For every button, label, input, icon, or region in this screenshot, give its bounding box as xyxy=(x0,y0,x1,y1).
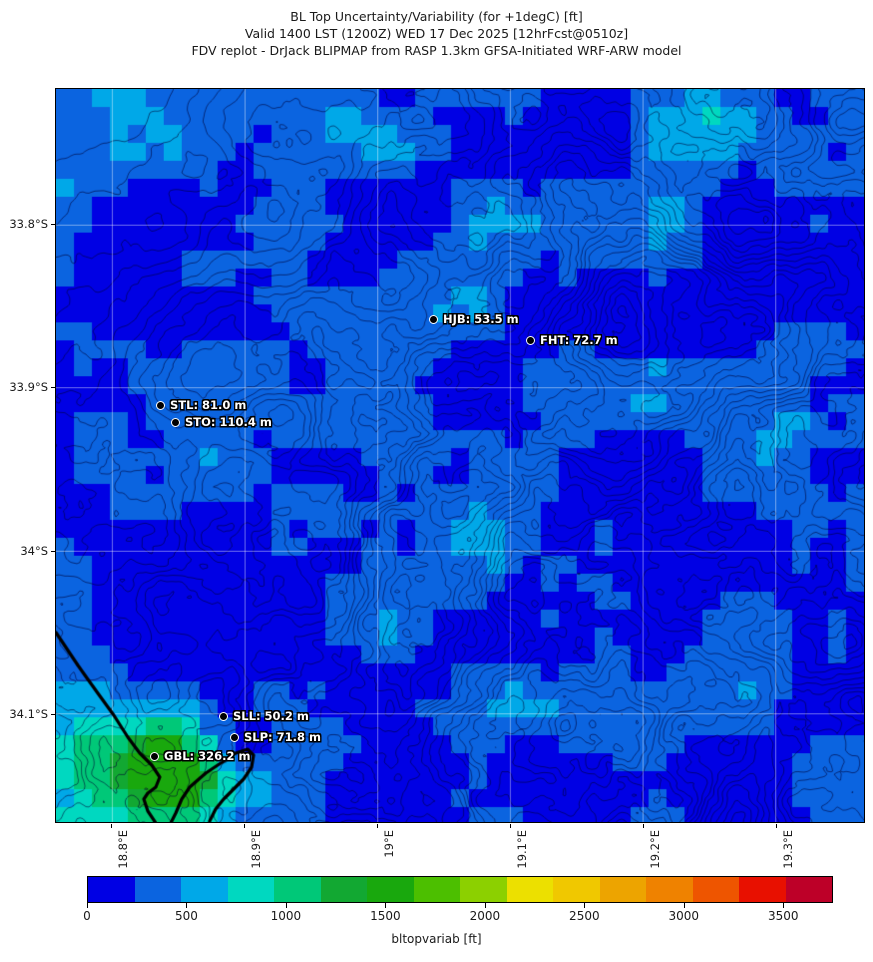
colorbar[interactable] xyxy=(87,876,833,903)
colorbar-title: bltopvariab [ft] xyxy=(391,932,482,946)
colorbar-band-2 xyxy=(181,877,228,902)
x-tick-label: 18.8°E xyxy=(115,830,130,869)
colorbar-tick xyxy=(186,903,188,908)
y-tick-label: 33.8°S xyxy=(9,217,48,232)
colorbar-tick-label: 3500 xyxy=(767,909,799,923)
x-tick xyxy=(243,824,245,828)
colorbar-bands xyxy=(87,876,833,903)
x-tick-label: 19.3°E xyxy=(781,830,796,869)
colorbar-tick-label: 3000 xyxy=(668,909,700,923)
x-tick-label: 18.9°E xyxy=(248,830,263,869)
x-tick xyxy=(376,824,378,828)
colorbar-band-9 xyxy=(506,877,553,902)
y-tick-label: 34.1°S xyxy=(9,707,48,722)
x-tick-label: 19°E xyxy=(381,830,396,858)
colorbar-band-6 xyxy=(367,877,414,902)
station-marker-sll[interactable]: SLL: 50.2 m xyxy=(219,709,309,723)
colorbar-tick xyxy=(484,903,486,908)
station-marker-fht[interactable]: FHT: 72.7 m xyxy=(526,333,618,347)
x-tick xyxy=(110,824,112,828)
x-tick-label: 19.2°E xyxy=(648,830,663,869)
colorbar-band-4 xyxy=(274,877,321,902)
y-tick-label: 34°S xyxy=(20,543,48,558)
colorbar-tick-label: 500 xyxy=(175,909,198,923)
station-label: SLP: 71.8 m xyxy=(244,730,322,744)
colorbar-band-14 xyxy=(739,877,786,902)
x-tick xyxy=(643,824,645,828)
station-marker-slp[interactable]: SLP: 71.8 m xyxy=(230,730,321,744)
station-label: HJB: 53.5 m xyxy=(443,312,519,326)
colorbar-tick xyxy=(683,903,685,908)
colorbar-tick xyxy=(783,903,785,908)
station-dot-icon xyxy=(219,711,228,721)
station-marker-hjb[interactable]: HJB: 53.5 m xyxy=(429,312,519,326)
title-line-1: BL Top Uncertainty/Variability (for +1de… xyxy=(290,9,583,24)
colorbar-tick-label: 1000 xyxy=(270,909,302,923)
colorbar-band-10 xyxy=(553,877,600,902)
station-dot-icon xyxy=(526,335,535,345)
station-label: GBL: 326.2 m xyxy=(164,749,251,763)
colorbar-band-5 xyxy=(320,877,367,902)
colorbar-band-3 xyxy=(227,877,274,902)
station-dot-icon xyxy=(429,314,438,324)
station-marker-sto[interactable]: STO: 110.4 m xyxy=(171,415,272,429)
map-plot-area[interactable] xyxy=(55,88,865,823)
station-label: STO: 110.4 m xyxy=(185,415,272,429)
colorbar-band-7 xyxy=(413,877,460,902)
station-dot-icon xyxy=(171,417,180,427)
blipmap-raster xyxy=(56,89,864,822)
colorbar-band-11 xyxy=(599,877,646,902)
station-dot-icon xyxy=(230,732,239,742)
colorbar-band-1 xyxy=(134,877,181,902)
station-dot-icon xyxy=(150,751,159,761)
station-label: SLL: 50.2 m xyxy=(233,709,309,723)
colorbar-band-0 xyxy=(88,877,135,902)
station-marker-stl[interactable]: STL: 81.0 m xyxy=(156,398,246,412)
station-dot-icon xyxy=(156,400,165,410)
title-line-3: FDV replot - DrJack BLIPMAP from RASP 1.… xyxy=(191,43,682,58)
x-tick-label: 19.1°E xyxy=(514,830,529,869)
colorbar-tick-label: 2500 xyxy=(569,909,600,923)
colorbar-tick-label: 2000 xyxy=(469,909,501,923)
y-tick-label: 33.9°S xyxy=(9,380,48,395)
chart-title-block: BL Top Uncertainty/Variability (for +1de… xyxy=(0,8,873,59)
colorbar-tick xyxy=(385,903,387,908)
colorbar-tick xyxy=(584,903,586,908)
station-marker-gbl[interactable]: GBL: 326.2 m xyxy=(150,749,251,763)
colorbar-band-13 xyxy=(692,877,739,902)
colorbar-tick-label: 1500 xyxy=(370,909,401,923)
colorbar-band-15 xyxy=(785,877,832,902)
x-tick xyxy=(776,824,778,828)
colorbar-tick-label: 0 xyxy=(83,909,91,923)
station-label: FHT: 72.7 m xyxy=(540,333,618,347)
title-line-2: Valid 1400 LST (1200Z) WED 17 Dec 2025 [… xyxy=(244,26,629,41)
colorbar-tick xyxy=(87,903,88,908)
colorbar-band-12 xyxy=(646,877,693,902)
station-label: STL: 81.0 m xyxy=(170,398,247,412)
colorbar-band-8 xyxy=(460,877,507,902)
colorbar-tick xyxy=(285,903,287,908)
x-tick xyxy=(509,824,511,828)
